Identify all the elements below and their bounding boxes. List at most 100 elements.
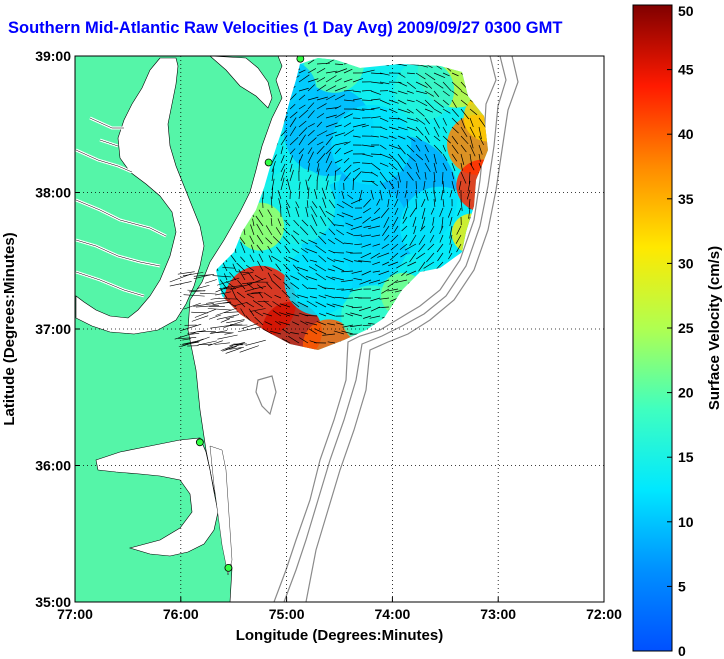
velocity-vector [325,85,337,92]
velocity-vector [370,252,381,259]
velocity-vector [334,68,348,74]
velocity-vector [469,108,478,116]
velocity-vector [361,171,373,174]
x-tick-label: 77:00 [57,606,93,622]
nearshore-vector [189,290,206,293]
velocity-vector [409,207,417,218]
velocity-vector [258,209,264,218]
velocity-vector [467,180,471,192]
velocity-vector [433,99,444,108]
velocity-vector [281,338,291,344]
velocity-vector [325,131,337,137]
nearshore-vector [209,324,232,329]
velocity-vector [441,171,444,185]
velocity-vector [307,147,313,155]
velocity-vector [254,316,264,326]
velocity-vector [271,154,277,164]
velocity-vector [424,153,430,163]
velocity-vector [433,72,446,79]
velocity-vector [267,272,273,281]
velocity-vector [361,69,375,74]
velocity-vector [300,320,309,326]
velocity-vector [442,135,451,144]
velocity-vector [280,169,286,182]
velocity-vector [289,93,297,101]
nearshore-vector [204,279,217,284]
velocity-vector [345,222,354,227]
velocity-vector [353,277,363,281]
velocity-vector [326,257,336,263]
velocity-vector [449,225,453,239]
velocity-vector [390,243,399,251]
velocity-vector [284,219,291,227]
velocity-vector [298,109,309,119]
velocity-vector [313,189,318,200]
nearshore-vector [210,297,220,300]
velocity-vector [460,162,463,171]
velocity-vector [361,234,372,237]
velocity-vector [442,117,448,126]
velocity-vector [325,136,334,146]
velocity-vector [415,108,425,117]
velocity-vector [343,141,351,146]
velocity-vector [325,114,337,119]
velocity-vector [334,224,345,227]
velocity-vector [299,337,309,344]
velocity-vector [343,258,354,263]
velocity-vector [418,234,426,245]
velocity-vector [376,198,381,206]
velocity-vector [245,264,255,272]
velocity-vector [406,72,415,75]
velocity-vector [379,117,389,122]
x-tick-label: 76:00 [163,606,199,622]
velocity-vector [343,157,350,164]
velocity-vector [345,305,354,308]
velocity-vector [250,224,255,236]
velocity-vector [325,107,339,110]
nearshore-vector [245,339,266,346]
colorbar-tick-label: 35 [678,191,694,207]
velocity-vector [388,135,397,139]
velocity-vector [409,252,417,263]
velocity-vector [270,196,273,209]
velocity-vector [424,162,431,172]
velocity-vector [361,270,372,276]
velocity-vector [317,235,327,245]
velocity-vector [336,203,345,209]
velocity-vector [280,135,288,146]
velocity-vector [334,296,345,299]
velocity-vector [379,189,383,201]
velocity-vector [298,104,306,110]
velocity-vector [280,146,284,155]
velocity-vector [362,216,372,224]
velocity-vector [397,171,401,183]
velocity-vector [372,261,381,265]
velocity-vector [298,69,306,74]
velocity-vector [469,153,473,166]
velocity-vector [460,144,467,153]
velocity-vector [325,173,329,182]
tributary-outline-0 [75,149,133,173]
velocity-vector [478,135,484,146]
velocity-vector [442,81,452,92]
velocity-vector [286,312,300,317]
velocity-vector [448,252,453,260]
velocity-vector [284,245,291,254]
velocity-vector [333,330,345,335]
velocity-vector [406,81,416,90]
velocity-vector [442,162,448,171]
velocity-vector [361,153,373,157]
velocity-vector [311,201,318,209]
velocity-vector [469,144,476,157]
velocity-vector [258,253,264,263]
velocity-vector [326,312,336,317]
velocity-vector [468,198,471,210]
velocity-vector [295,201,300,209]
velocity-vector [291,292,300,299]
velocity-vector [343,242,354,245]
velocity-vector [449,216,453,227]
colorbar-tick-label: 20 [678,385,694,401]
velocity-vector [246,302,255,308]
velocity-vector [427,243,435,251]
velocity-vector [370,81,384,84]
